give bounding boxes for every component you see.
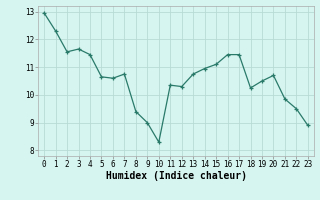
X-axis label: Humidex (Indice chaleur): Humidex (Indice chaleur) [106, 171, 246, 181]
